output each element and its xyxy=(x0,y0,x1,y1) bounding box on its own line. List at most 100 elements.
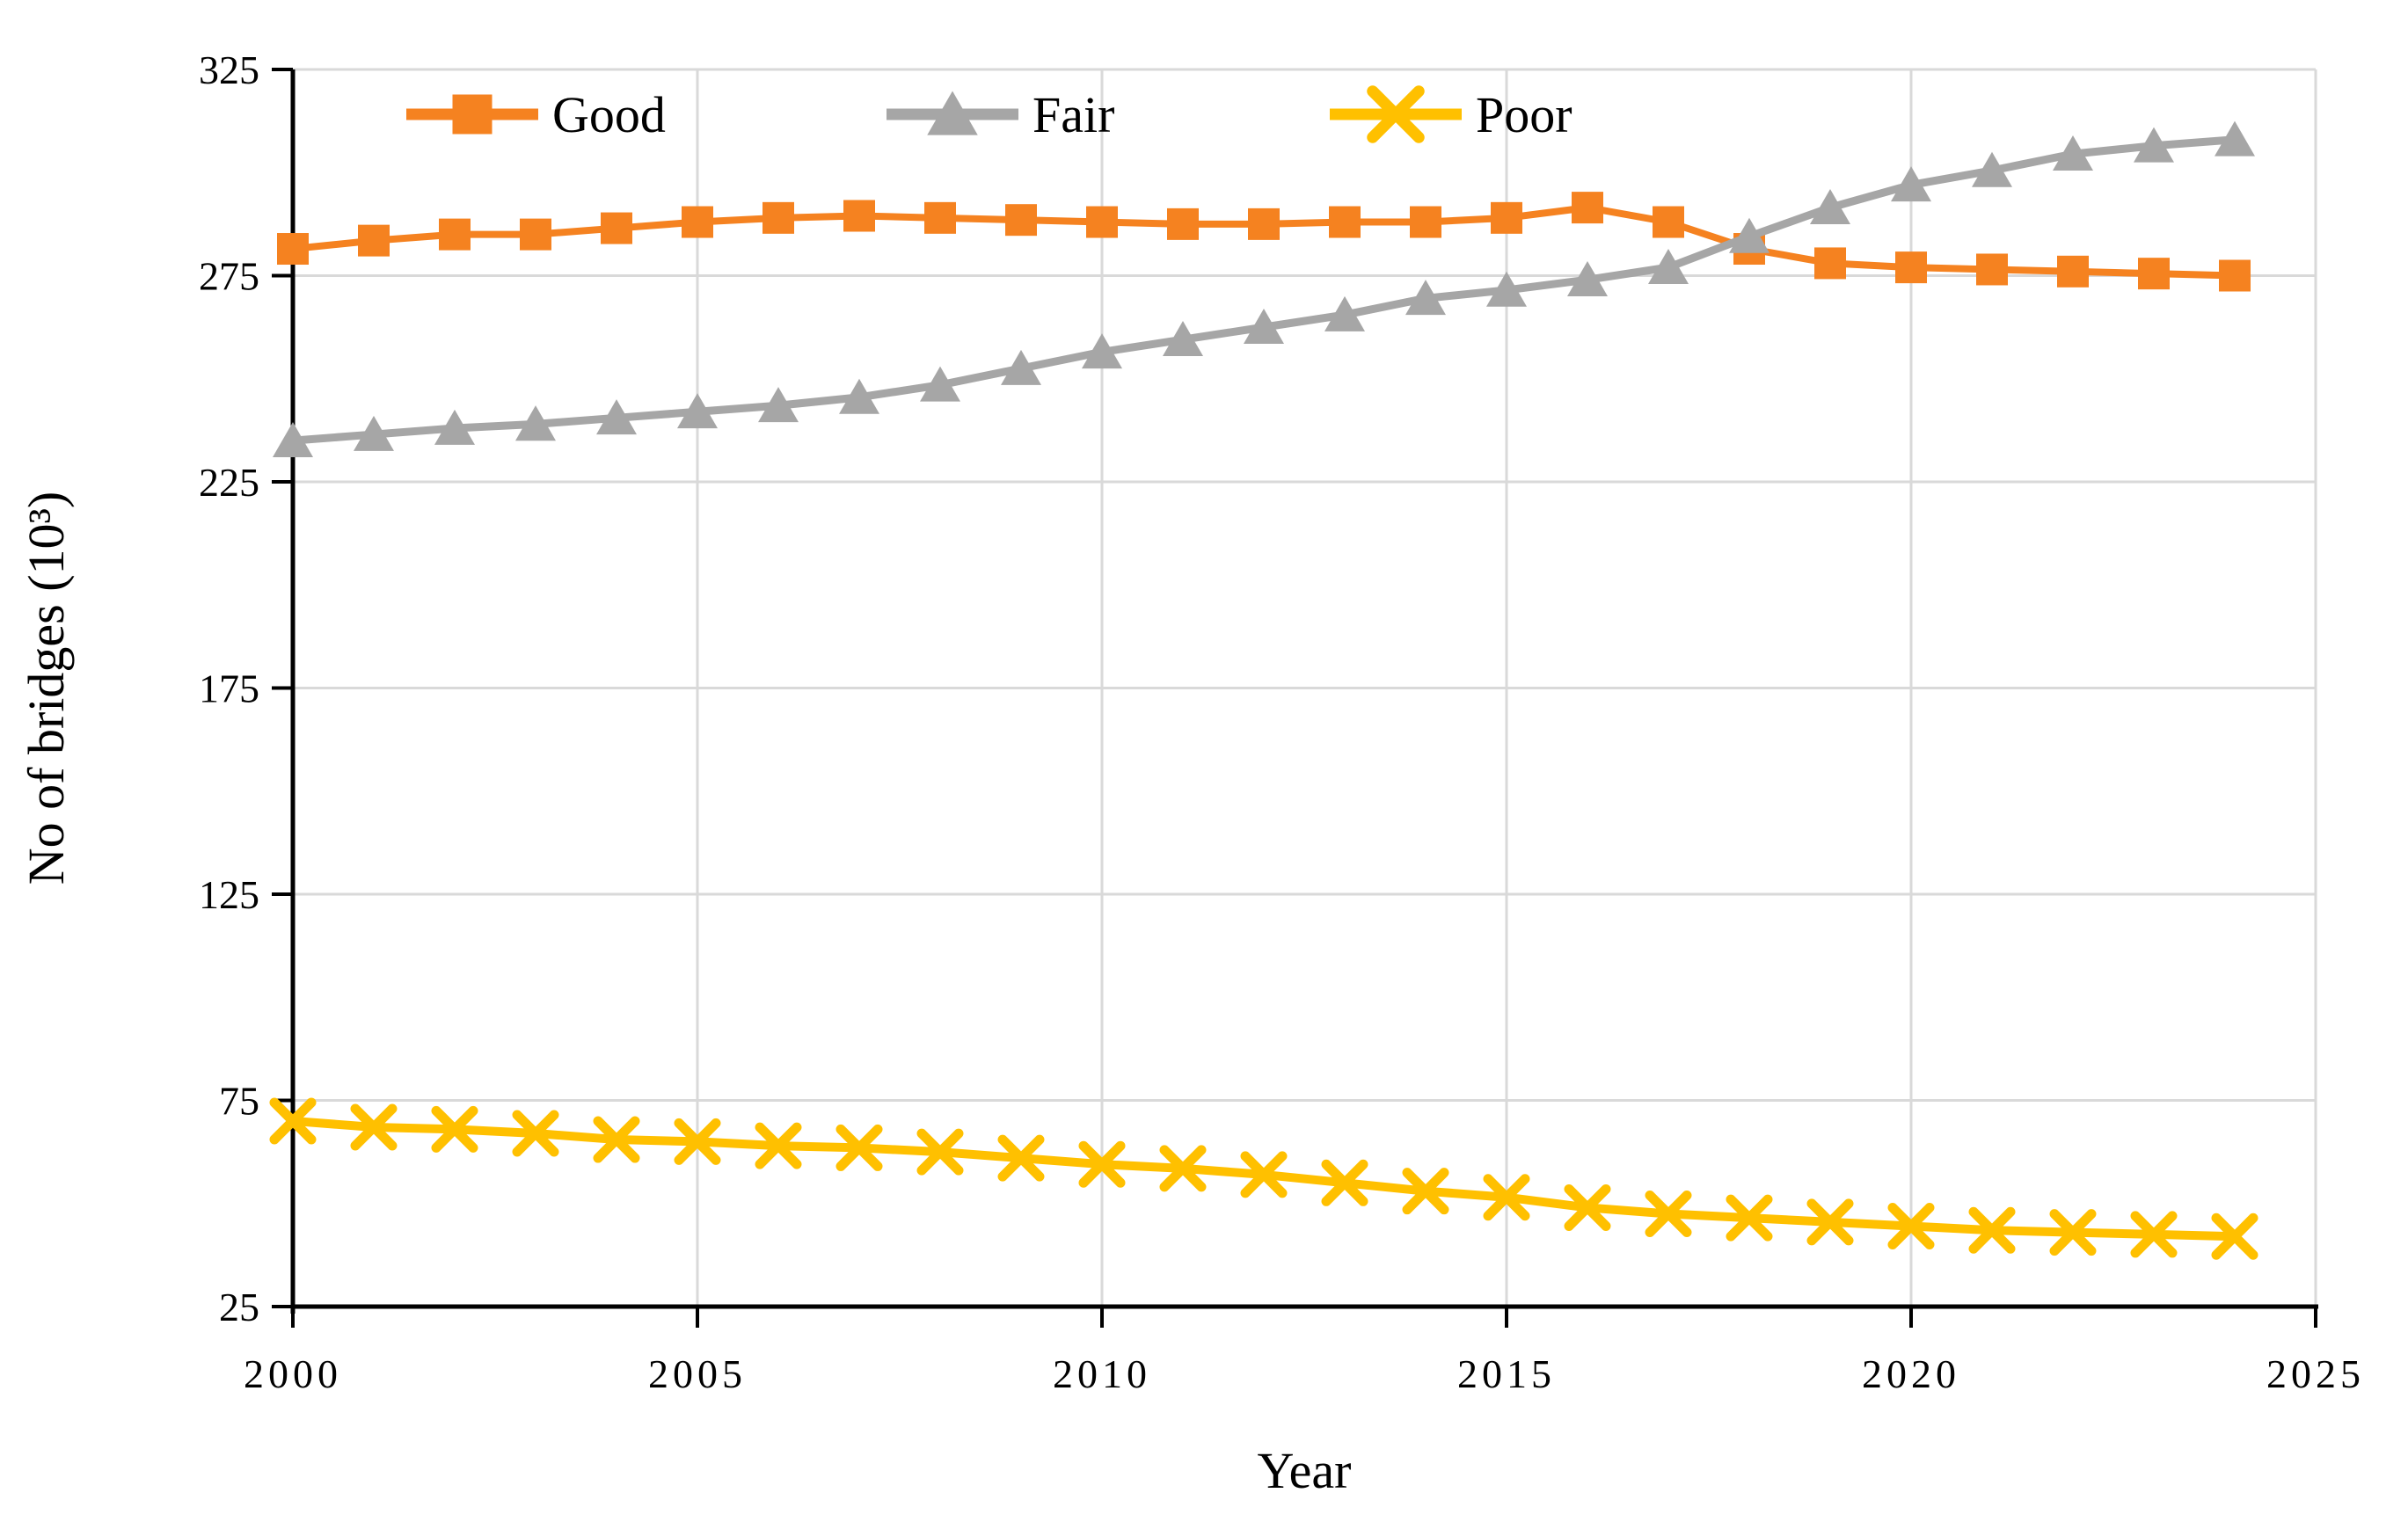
square-marker-icon xyxy=(2219,259,2251,292)
x-marker-icon xyxy=(1564,1183,1611,1231)
x-marker-icon xyxy=(1159,1145,1207,1192)
x-marker-icon xyxy=(1887,1203,1935,1250)
x-marker-icon xyxy=(1645,1190,1692,1237)
x-marker-icon xyxy=(1402,1168,1449,1215)
gridlines xyxy=(293,68,2317,1307)
x-marker-icon xyxy=(916,1128,964,1176)
square-marker-icon xyxy=(1814,247,1846,280)
y-tick-label: 75 xyxy=(219,1079,259,1124)
x-marker-icon xyxy=(1483,1174,1530,1221)
x-marker-icon xyxy=(269,1097,317,1145)
triangle-marker-icon xyxy=(1324,295,1365,331)
triangle-marker-icon xyxy=(354,415,394,451)
square-marker-icon xyxy=(358,224,390,257)
y-tick-label: 125 xyxy=(199,872,259,917)
square-marker-icon xyxy=(1976,253,2008,286)
triangle-marker-icon xyxy=(1810,188,1850,224)
x-axis-title: Year xyxy=(1258,1442,1352,1499)
legend-label-fair: Fair xyxy=(1033,86,1114,143)
y-tick-label: 325 xyxy=(199,47,259,92)
x-tick-label: 2025 xyxy=(2266,1351,2365,1396)
x-marker-icon xyxy=(1240,1151,1288,1198)
triangle-marker-icon xyxy=(1648,248,1689,284)
triangle-marker-icon xyxy=(434,409,475,445)
y-tick-label: 275 xyxy=(199,254,259,299)
x-marker-icon xyxy=(674,1118,721,1165)
legend-label-poor: Poor xyxy=(1476,86,1572,143)
square-marker-icon xyxy=(1248,208,1280,240)
square-marker-icon xyxy=(763,201,794,234)
square-marker-icon xyxy=(277,233,309,266)
triangle-marker-icon xyxy=(1567,261,1608,297)
x-marker-icon xyxy=(1321,1159,1368,1206)
x-marker-icon xyxy=(836,1124,883,1171)
triangle-marker-icon xyxy=(1405,280,1446,316)
triangle-marker-icon xyxy=(920,366,960,402)
triangle-marker-icon xyxy=(839,378,879,414)
triangle-marker-icon xyxy=(1244,308,1284,344)
triangle-marker-icon xyxy=(1729,217,1770,253)
triangle-marker-icon xyxy=(2134,127,2174,163)
square-marker-icon xyxy=(1895,251,1927,284)
square-marker-icon xyxy=(1491,201,1522,234)
x-marker-icon xyxy=(997,1134,1045,1182)
triangle-marker-icon xyxy=(273,421,313,457)
x-marker-icon xyxy=(1078,1140,1126,1188)
triangle-marker-icon xyxy=(927,91,978,135)
legend-item-fair: Fair xyxy=(887,86,1114,143)
triangle-marker-icon xyxy=(1891,166,1931,202)
square-marker-icon xyxy=(452,94,493,135)
y-axis: 325 275 225 175 125 75 25 xyxy=(199,47,296,1329)
triangle-marker-icon xyxy=(1163,321,1203,357)
legend-item-poor: Poor xyxy=(1330,85,1572,143)
triangle-marker-icon xyxy=(758,387,799,423)
x-tick-label: 2000 xyxy=(244,1351,342,1396)
x-marker-icon xyxy=(1968,1206,2016,1254)
y-tick-label: 175 xyxy=(199,666,259,711)
x-marker-icon xyxy=(2130,1211,2178,1258)
legend: Good Fair Poor xyxy=(406,85,1572,143)
x-tick-label: 2010 xyxy=(1053,1351,1151,1396)
square-marker-icon xyxy=(520,218,551,251)
triangle-marker-icon xyxy=(1972,151,2012,187)
series-fair xyxy=(273,120,2255,457)
triangle-marker-icon xyxy=(1486,271,1527,307)
x-marker-icon xyxy=(350,1103,398,1151)
square-marker-icon xyxy=(601,212,632,244)
square-marker-icon xyxy=(924,201,956,234)
triangle-marker-icon xyxy=(2215,120,2255,157)
x-marker-icon xyxy=(431,1105,478,1153)
square-marker-icon xyxy=(1572,192,1603,224)
y-axis-title: No of bridges (10³) xyxy=(18,492,75,885)
legend-label-good: Good xyxy=(552,86,666,143)
x-marker-icon xyxy=(2211,1213,2258,1260)
square-marker-icon xyxy=(2057,255,2089,288)
square-marker-icon xyxy=(682,206,713,238)
triangle-marker-icon xyxy=(1082,333,1122,369)
square-marker-icon xyxy=(2138,258,2170,290)
square-marker-icon xyxy=(439,218,471,251)
y-tick-label: 225 xyxy=(199,460,259,505)
series-line-fair xyxy=(292,135,2236,445)
x-marker-icon xyxy=(2049,1209,2097,1256)
triangle-marker-icon xyxy=(596,399,637,435)
legend-item-good: Good xyxy=(406,86,666,143)
triangle-marker-icon xyxy=(1001,349,1041,385)
x-marker-icon xyxy=(1806,1198,1854,1246)
triangle-marker-icon xyxy=(677,393,718,429)
square-marker-icon xyxy=(1410,206,1441,238)
series-poor xyxy=(269,1097,2258,1260)
square-marker-icon xyxy=(1167,208,1199,240)
x-marker-icon xyxy=(512,1110,559,1157)
triangle-marker-icon xyxy=(515,405,556,441)
square-marker-icon xyxy=(843,200,875,232)
x-marker-icon xyxy=(1726,1194,1773,1242)
x-axis: 2000 2005 2010 2015 2020 2025 xyxy=(244,1304,2365,1396)
y-tick-label: 25 xyxy=(219,1285,259,1329)
square-marker-icon xyxy=(1653,206,1684,238)
square-marker-icon xyxy=(1005,204,1037,237)
square-marker-icon xyxy=(1329,206,1361,238)
triangle-marker-icon xyxy=(2053,135,2093,171)
square-marker-icon xyxy=(1086,206,1118,238)
